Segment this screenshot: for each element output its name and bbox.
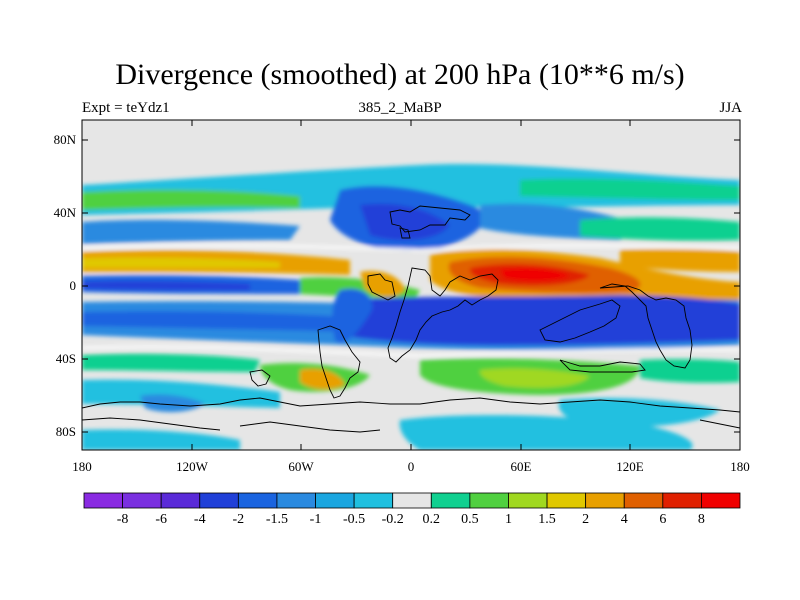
lon-label-180w: 180: [72, 459, 92, 474]
legend-swatch: [315, 492, 355, 509]
legend-label: -2: [232, 512, 245, 527]
legend-swatch: [469, 492, 509, 509]
legend-swatch: [508, 492, 548, 509]
legend-swatch: [701, 492, 741, 509]
lon-label-60w: 60W: [288, 459, 314, 474]
legend-label: 1.5: [538, 512, 556, 527]
legend-swatch: [546, 492, 587, 509]
lat-label-40s: 40S: [55, 351, 76, 366]
lon-label-0: 0: [407, 459, 415, 474]
legend-label: -8: [116, 512, 129, 527]
legend-label: 6: [659, 512, 667, 527]
legend-swatch: [122, 492, 162, 509]
legend-label: 4: [620, 512, 628, 527]
season-label: JJA: [719, 100, 742, 116]
lon-ticks: [81, 120, 741, 450]
lon-label-180e: 180: [730, 459, 750, 474]
legend-swatch: [237, 492, 278, 509]
lat-label-80s: 80S: [55, 424, 76, 439]
legend-label: -6: [155, 512, 167, 527]
legend-swatch: [662, 492, 702, 509]
lon-label-120e: 120E: [616, 459, 644, 474]
experiment-label: Expt = teYdz1: [82, 100, 170, 116]
legend-swatch: [430, 492, 471, 509]
lat-label-40n: 40N: [53, 205, 76, 220]
page-title: Divergence (smoothed) at 200 hPa (10**6 …: [115, 58, 685, 91]
lat-ticks: [82, 139, 740, 433]
lon-label-60e: 60E: [510, 459, 532, 474]
legend-swatch: [199, 492, 239, 509]
legend-label: 0.5: [461, 512, 479, 527]
legend-swatch: [160, 492, 201, 509]
legend-label: 2: [582, 512, 590, 527]
lat-label-80n: 80N: [53, 132, 76, 147]
legend-label: -1.5: [265, 512, 289, 527]
legend-label: -4: [193, 512, 206, 527]
color-legend: [83, 492, 741, 509]
legend-swatch: [353, 492, 394, 509]
legend-swatch: [83, 492, 123, 509]
lon-label-120w: 120W: [176, 459, 208, 474]
legend-label: -1: [309, 512, 322, 527]
legend-label: 0.2: [422, 512, 441, 527]
coastlines: [82, 205, 740, 433]
legend-label: 8: [697, 512, 705, 527]
divergence-field: [82, 120, 740, 450]
legend-label: 1: [504, 512, 512, 527]
legend-swatch: [623, 492, 664, 509]
legend-label: -0.2: [381, 512, 404, 527]
lat-label-0: 0: [69, 278, 77, 293]
legend-swatch: [392, 492, 432, 509]
legend-swatch: [585, 492, 625, 509]
legend-label: -0.5: [343, 512, 366, 527]
run-label: 385_2_MaBP: [358, 100, 442, 116]
legend-swatch: [276, 492, 316, 509]
